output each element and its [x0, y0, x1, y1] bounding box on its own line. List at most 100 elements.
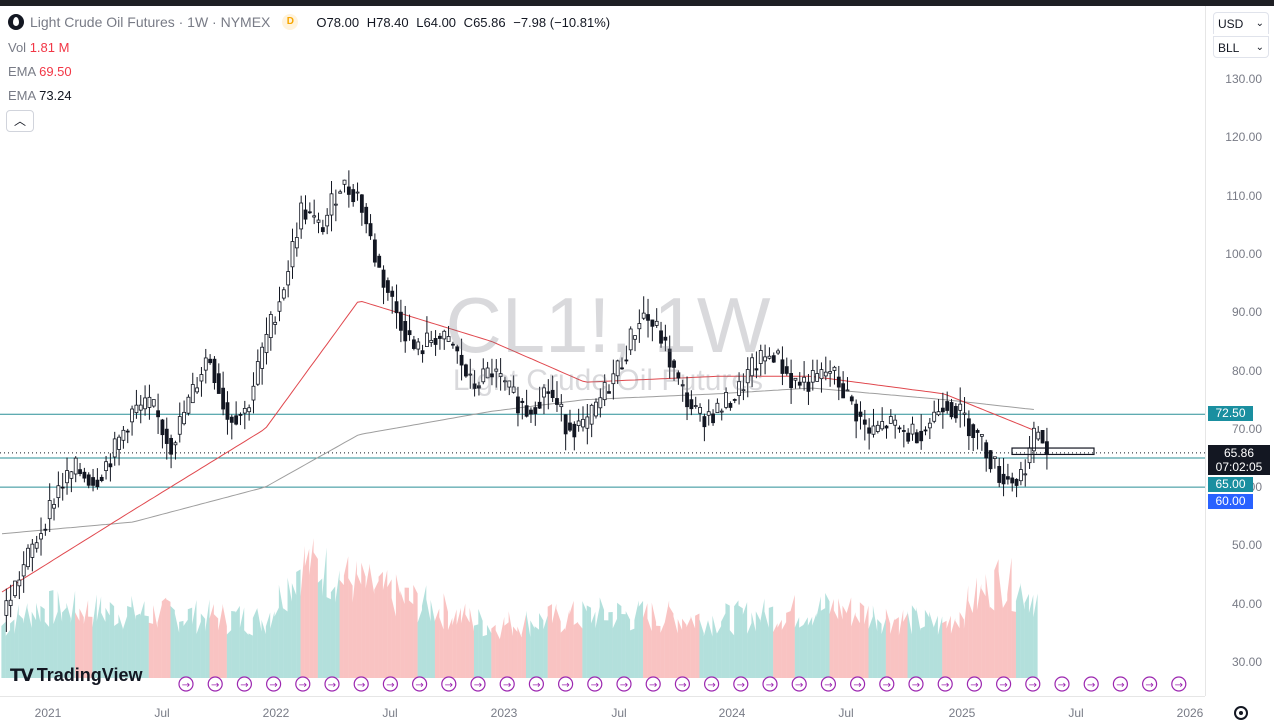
volume-area-segment [595, 606, 600, 678]
volume-area-segment [569, 600, 574, 678]
candle-body [529, 409, 533, 415]
candle-body [966, 418, 971, 437]
candle-body [446, 336, 451, 342]
event-marker-arrow: → [941, 680, 949, 691]
volume-area-segment [430, 599, 435, 678]
volume-area-segment [807, 616, 813, 678]
event-marker-icon [266, 676, 282, 692]
candle-body [338, 191, 343, 194]
candle-body [520, 400, 525, 403]
price-scale[interactable] [1205, 6, 1274, 696]
candle-body [490, 373, 494, 378]
ema-slow-label: EMA [8, 88, 36, 103]
collapse-legend-button[interactable]: ︿ [6, 110, 34, 132]
candle-body [195, 387, 200, 393]
candle-body [988, 450, 993, 470]
candle-body [346, 186, 351, 195]
volume-area-segment [552, 603, 557, 678]
volume-area-segment [196, 621, 201, 678]
volume-area-segment [833, 610, 839, 678]
price-tick-label: 40.00 [1231, 596, 1262, 611]
symbol-title[interactable]: Light Crude Oil Futures · 1W · NYMEX [30, 14, 271, 30]
candle-body [411, 339, 416, 349]
candle-body [646, 314, 650, 321]
support-level-tag-2: 60.00 [1208, 494, 1253, 509]
symbol-legend[interactable]: Light Crude Oil Futures · 1W · NYMEX D O… [8, 14, 610, 30]
volume-area-segment [1011, 610, 1016, 678]
candle-body [147, 396, 152, 408]
volume-area-segment [170, 605, 175, 678]
event-marker-arrow: → [999, 680, 1007, 691]
bar-countdown: 07:02:05 [1215, 460, 1263, 474]
candle-body [407, 330, 412, 336]
volume-area-segment [790, 594, 795, 678]
candle-body [225, 402, 230, 420]
volume-area-segment [322, 547, 327, 678]
candle-body [984, 442, 989, 459]
volume-area-segment [695, 613, 700, 678]
candle-body [459, 354, 464, 366]
ema-fast-legend[interactable]: EMA 69.50 [8, 64, 72, 79]
volume-area-segment [222, 603, 227, 678]
candle-body [429, 339, 434, 343]
price-tick-label: 120.00 [1225, 130, 1262, 145]
candle-body [589, 404, 594, 425]
volume-area-segment [499, 616, 505, 678]
event-marker-icon [1054, 676, 1070, 692]
volume-area-segment [248, 633, 253, 678]
volume-area-segment [387, 579, 392, 678]
candle-body [130, 408, 134, 423]
candle-body [698, 407, 702, 414]
volume-area-segment [725, 603, 730, 678]
volume-area-segment [157, 604, 162, 678]
market-status-badge[interactable]: D [282, 14, 299, 30]
currency-dropdown[interactable]: USD ⌄ [1213, 12, 1269, 34]
candle-body [732, 399, 737, 401]
volume-legend[interactable]: Vol 1.81 M [8, 40, 69, 55]
change-value: −7.98 (−10.81%) [513, 14, 611, 30]
candle-body [203, 357, 208, 371]
volume-area-segment [395, 574, 401, 678]
volume-area-segment [127, 605, 132, 678]
unit-dropdown[interactable]: BLL ⌄ [1213, 36, 1269, 58]
volume-area-segment [647, 618, 652, 678]
logo-text: TradingView [36, 665, 143, 685]
candle-body [819, 369, 824, 380]
volume-area-segment [816, 596, 821, 678]
volume-area-segment [378, 571, 383, 678]
event-marker-arrow: → [912, 680, 920, 691]
volume-area-segment [291, 583, 297, 678]
ema-fast-value: 69.50 [39, 64, 72, 79]
chart-canvas[interactable]: → → → → → → → → → → → → → → → → → → → → → → → → → → → → → → → → → → → [0, 6, 1205, 696]
time-scale[interactable]: 2021 Jul 2022 Jul 2023 Jul 2024 Jul 2025 Jul 2026 [0, 696, 1205, 728]
volume-area-segment [872, 605, 878, 678]
top-bar [0, 0, 1274, 6]
volume-area-segment [868, 616, 873, 678]
event-marker-icon [178, 676, 194, 692]
volume-area-segment [105, 607, 110, 678]
ema-slow-legend[interactable]: EMA 73.24 [8, 88, 72, 103]
candle-body [472, 383, 477, 389]
candle-body [624, 359, 629, 362]
event-marker-arrow: → [649, 680, 657, 691]
candle-body [953, 406, 958, 419]
candle-body [433, 338, 438, 345]
candle-body [1036, 431, 1041, 440]
candle-body [936, 411, 941, 416]
volume-area-segment [517, 626, 522, 678]
price-chart-area[interactable]: → → → → → → → → → → → → → → → → → → → → → → → → → → → → → → → → → → → [0, 6, 1205, 696]
high-value: 78.40 [376, 14, 409, 30]
tradingview-logo[interactable]: TV TradingView [10, 665, 142, 686]
volume-area-segment [842, 605, 847, 678]
volume-area-segment [369, 567, 375, 678]
candle-body [724, 391, 728, 408]
candle-body [667, 348, 672, 368]
volume-area-segment [963, 585, 969, 678]
price-tick-label: 130.00 [1225, 72, 1262, 86]
volume-area-segment [508, 611, 513, 678]
candle-body [542, 387, 546, 398]
settings-icon[interactable] [1234, 706, 1248, 720]
candle-body [858, 411, 863, 417]
close-key: C [463, 14, 474, 30]
volume-area-segment [573, 621, 579, 678]
